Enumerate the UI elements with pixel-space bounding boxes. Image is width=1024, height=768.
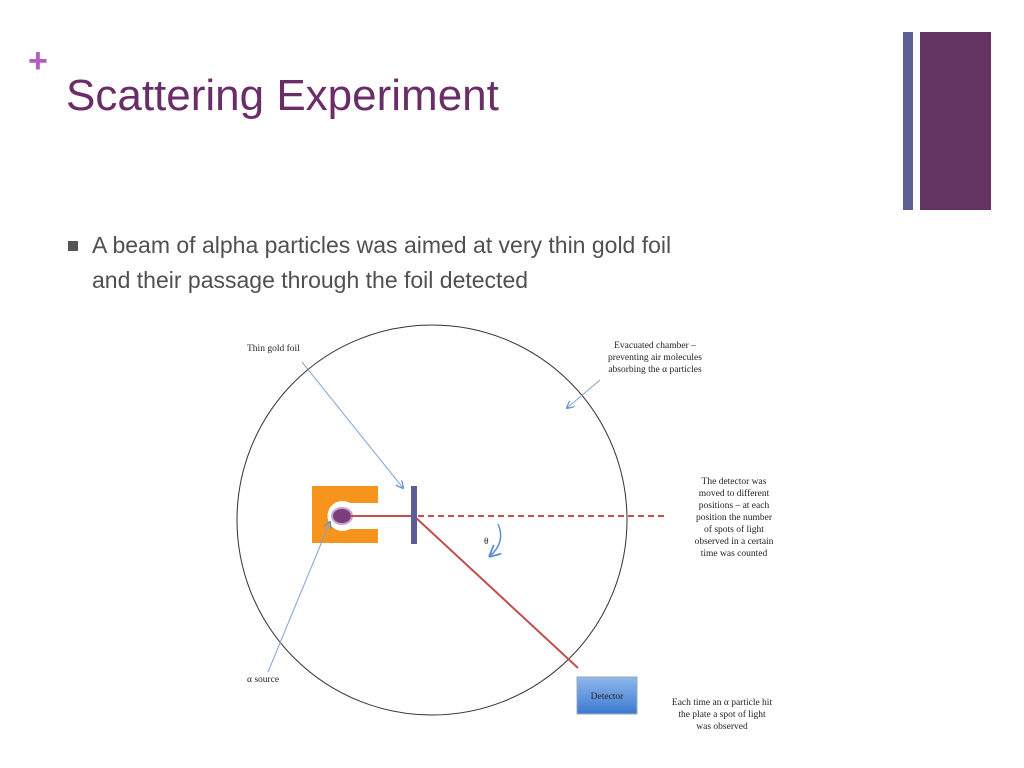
plus: +: [28, 42, 48, 80]
source-sample: [331, 507, 353, 525]
pointer: [267, 522, 330, 673]
label: θ: [484, 537, 489, 547]
note-line: of spots of light: [704, 524, 764, 535]
title: Scattering Experiment: [66, 71, 499, 120]
note-line: moved to different: [699, 488, 770, 499]
label: α source: [247, 675, 279, 685]
note-line: preventing air molecules: [608, 353, 702, 363]
note-line: Each time an α particle hit: [672, 698, 773, 708]
bullet-text: and their passage through the foil detec…: [92, 267, 528, 293]
note-line: the plate a spot of light: [678, 709, 766, 720]
deflected-path: [413, 515, 579, 669]
label: Detector: [591, 692, 625, 702]
deco-bar: [920, 32, 991, 210]
note-line: Evacuated chamber –: [614, 341, 696, 351]
angle-arrow: [490, 523, 501, 556]
label: Thin gold foil: [247, 343, 300, 354]
gold-foil: [411, 486, 417, 544]
note-line: time was counted: [701, 549, 768, 559]
deco-bar: [903, 32, 913, 210]
note-line: absorbing the α particles: [608, 365, 702, 375]
chamber: [236, 324, 628, 716]
note-line: The detector was: [702, 477, 767, 487]
pointer: [567, 379, 601, 408]
note-line: observed in a certain: [695, 537, 774, 547]
pointer: [301, 361, 403, 488]
note-line: position the number: [696, 513, 773, 523]
bullet-text: A beam of alpha particles was aimed at v…: [92, 232, 671, 258]
note-line: was observed: [696, 722, 748, 732]
detector: [576, 676, 638, 715]
note-line: positions – at each: [699, 501, 770, 511]
bullet-marker: [68, 241, 78, 251]
